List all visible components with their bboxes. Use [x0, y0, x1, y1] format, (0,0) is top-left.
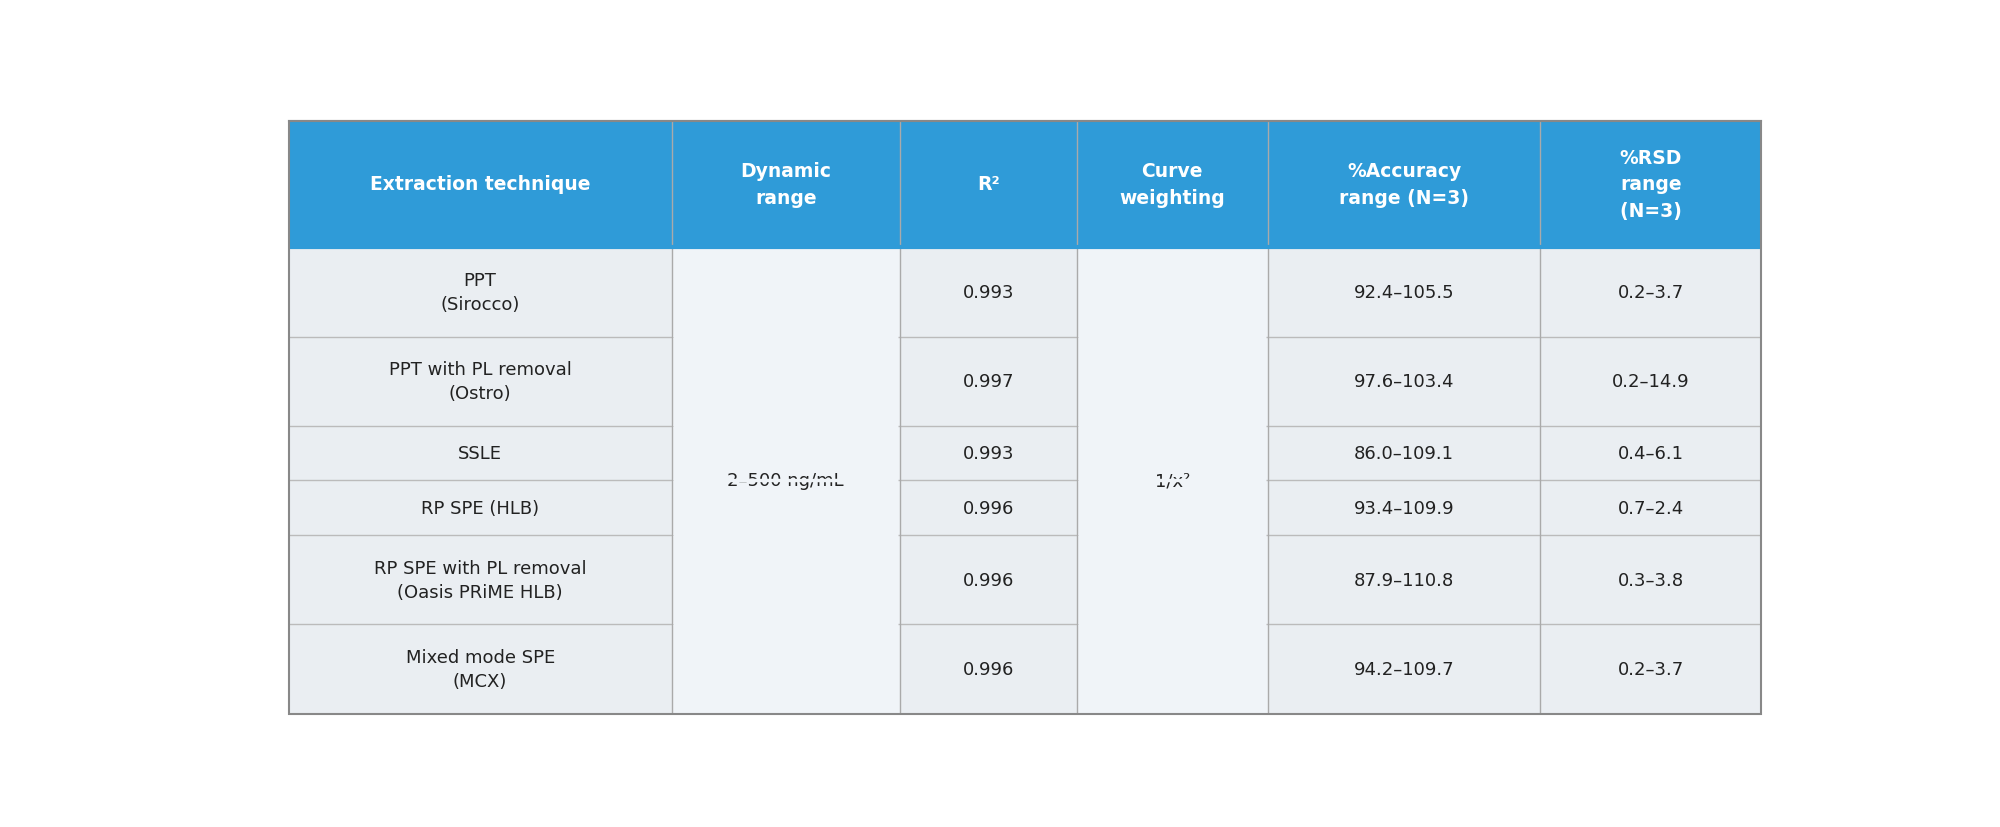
- Text: 0.7–2.4: 0.7–2.4: [1618, 500, 1684, 517]
- Text: 0.996: 0.996: [962, 571, 1014, 589]
- Text: 0.3–3.8: 0.3–3.8: [1618, 571, 1684, 589]
- Text: 2–500 ng/mL: 2–500 ng/mL: [728, 472, 844, 490]
- Text: RP SPE with PL removal
(Oasis PRiME HLB): RP SPE with PL removal (Oasis PRiME HLB): [374, 559, 586, 601]
- Text: 87.9–110.8: 87.9–110.8: [1354, 571, 1454, 589]
- Text: %RSD
range
(⁠N⁠=⁠3): %RSD range (⁠N⁠=⁠3): [1620, 149, 1682, 221]
- Text: 0.997: 0.997: [962, 373, 1014, 390]
- Text: 92.4–105.5: 92.4–105.5: [1354, 284, 1454, 302]
- Text: 97.6–103.4: 97.6–103.4: [1354, 373, 1454, 390]
- Text: SSLE: SSLE: [458, 445, 502, 462]
- Text: Mixed mode SPE
(MCX): Mixed mode SPE (MCX): [406, 648, 554, 690]
- Text: RP SPE (HLB): RP SPE (HLB): [422, 500, 540, 517]
- Text: 0.993: 0.993: [962, 284, 1014, 302]
- Text: 93.4–109.9: 93.4–109.9: [1354, 500, 1454, 517]
- Text: 86.0–109.1: 86.0–109.1: [1354, 445, 1454, 462]
- Text: 0.996: 0.996: [962, 660, 1014, 678]
- Text: 1/x²: 1/x²: [1154, 472, 1190, 490]
- Text: %Accuracy
range (⁠N⁠=⁠3): %Accuracy range (⁠N⁠=⁠3): [1340, 162, 1470, 208]
- Text: Dynamic
range: Dynamic range: [740, 162, 832, 208]
- Bar: [288, 426, 1762, 480]
- Text: 0.4–6.1: 0.4–6.1: [1618, 445, 1684, 462]
- Text: PPT
(Sirocco): PPT (Sirocco): [440, 272, 520, 313]
- Text: Curve
weighting: Curve weighting: [1120, 162, 1226, 208]
- Text: 0.2–3.7: 0.2–3.7: [1618, 660, 1684, 678]
- Text: 94.2–109.7: 94.2–109.7: [1354, 660, 1454, 678]
- Text: Extraction technique: Extraction technique: [370, 175, 590, 194]
- Text: 0.996: 0.996: [962, 500, 1014, 517]
- Text: 0.2–14.9: 0.2–14.9: [1612, 373, 1690, 390]
- Bar: [288, 480, 1762, 536]
- Text: 0.2–3.7: 0.2–3.7: [1618, 284, 1684, 302]
- Text: 0.993: 0.993: [962, 445, 1014, 462]
- Text: R²: R²: [976, 175, 1000, 194]
- Text: PPT with PL removal
(Ostro): PPT with PL removal (Ostro): [388, 361, 572, 403]
